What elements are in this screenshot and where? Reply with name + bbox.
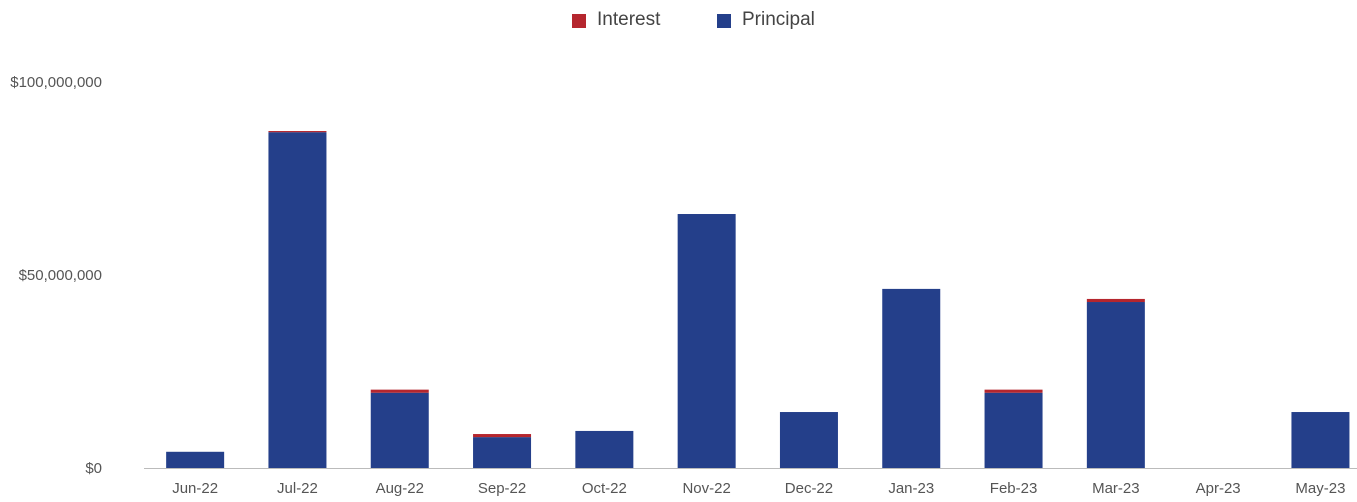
bar-segment: [1086, 302, 1145, 468]
bar-segment: [166, 451, 225, 468]
x-tick-label: Jun-22: [172, 480, 218, 497]
bar-segment: [268, 132, 327, 468]
legend-label: Interest: [597, 9, 661, 30]
x-tick-label: Feb-23: [990, 480, 1038, 497]
x-tick-label: Dec-22: [785, 480, 833, 497]
legend-swatch: [717, 14, 731, 28]
legend-swatch: [572, 14, 586, 28]
bar-segment: [370, 389, 429, 393]
bar-segment: [984, 389, 1043, 393]
bar-segment: [984, 392, 1043, 468]
bar-segment: [677, 214, 736, 468]
x-tick-label: Oct-22: [582, 480, 627, 497]
bar-segment: [1086, 298, 1145, 303]
bar-segment: [882, 288, 941, 468]
y-tick-label: $0: [85, 460, 102, 477]
bar-segment: [575, 430, 634, 468]
x-tick-label: Mar-23: [1092, 480, 1140, 497]
x-tick-label: May-23: [1295, 480, 1345, 497]
x-tick-label: Jul-22: [277, 480, 318, 497]
legend-label: Principal: [742, 9, 815, 30]
bar-segment: [370, 392, 429, 468]
x-tick-label: Sep-22: [478, 480, 526, 497]
bar-segment: [268, 131, 327, 133]
y-tick-label: $50,000,000: [19, 267, 102, 284]
x-tick-label: Aug-22: [376, 480, 424, 497]
x-tick-label: Nov-22: [682, 480, 730, 497]
bar-segment: [779, 412, 838, 468]
x-tick-label: Apr-23: [1196, 480, 1241, 497]
bar-segment: [473, 437, 532, 468]
y-tick-label: $100,000,000: [10, 74, 102, 91]
bar-segment: [473, 434, 532, 438]
bar-segment: [1291, 412, 1350, 468]
x-tick-label: Jan-23: [888, 480, 934, 497]
